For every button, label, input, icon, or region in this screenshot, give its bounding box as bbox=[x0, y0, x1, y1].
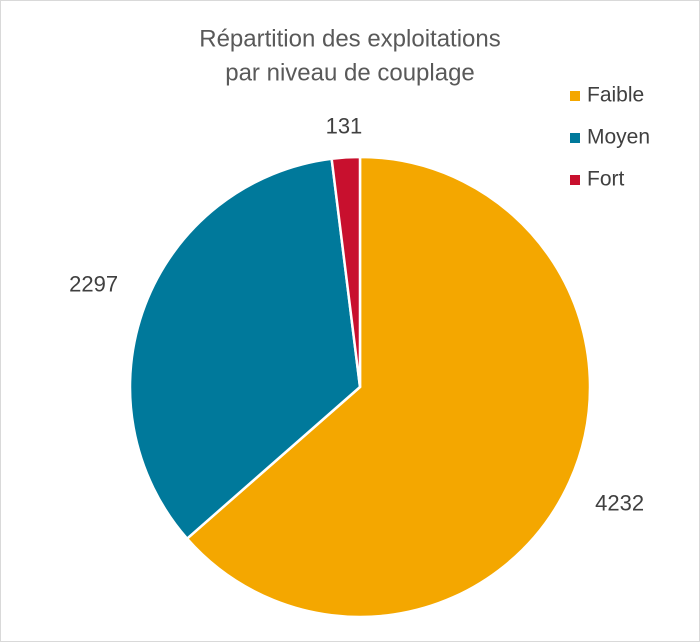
data-label: 4232 bbox=[595, 490, 644, 515]
data-label: 2297 bbox=[69, 271, 118, 296]
legend-label: Moyen bbox=[587, 126, 650, 149]
pie-slice bbox=[128, 157, 362, 541]
pie-slice bbox=[330, 155, 362, 388]
legend-swatch bbox=[570, 133, 580, 143]
pie-slice bbox=[185, 155, 592, 619]
legend-swatch bbox=[570, 175, 580, 185]
data-label: 131 bbox=[326, 113, 363, 138]
legend-label: Fort bbox=[587, 168, 625, 191]
legend-label: Faible bbox=[587, 84, 644, 107]
chart-title: Répartition des exploitations bbox=[199, 25, 501, 52]
legend-swatch bbox=[570, 91, 580, 101]
chart-title: par niveau de couplage bbox=[225, 59, 475, 86]
